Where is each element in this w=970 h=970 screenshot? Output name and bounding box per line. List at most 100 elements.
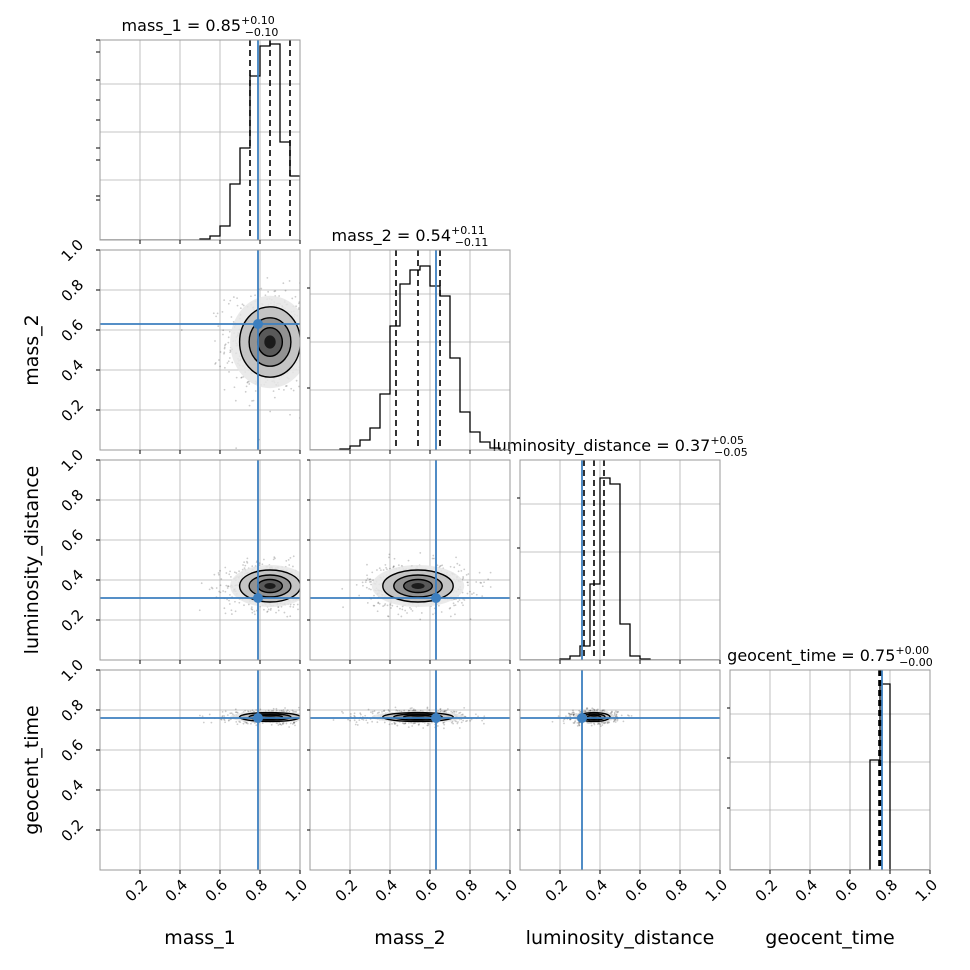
sample-point	[214, 340, 216, 342]
sample-point	[610, 711, 612, 714]
sample-point	[275, 709, 278, 712]
sample-point	[219, 569, 221, 572]
sample-point	[307, 352, 309, 354]
sample-point	[221, 310, 224, 313]
sample-point	[378, 567, 381, 570]
sample-point	[397, 613, 400, 616]
sample-point	[228, 330, 231, 333]
sample-point	[569, 715, 572, 718]
sample-point	[269, 410, 272, 413]
sample-point	[278, 388, 280, 391]
sample-point	[453, 604, 455, 607]
sample-point	[303, 361, 305, 363]
sample-point	[250, 722, 252, 725]
sample-point	[313, 719, 315, 721]
sample-point	[472, 592, 475, 594]
sample-point	[467, 573, 470, 575]
sample-point	[247, 710, 249, 713]
sample-point	[330, 360, 332, 362]
sample-point	[341, 710, 343, 713]
sample-point	[563, 722, 565, 725]
sample-point	[376, 569, 378, 571]
sample-point	[217, 325, 220, 328]
sample-point	[303, 340, 305, 342]
sample-point	[306, 569, 308, 571]
sample-point	[295, 710, 298, 713]
sample-point	[305, 719, 307, 721]
sample-point	[452, 710, 455, 713]
y-tick-label: 0.6	[58, 526, 88, 556]
sample-point	[370, 583, 372, 586]
sample-point	[306, 333, 308, 335]
panel-mass_2-vs-luminosity_distance	[307, 459, 511, 664]
sample-point	[227, 360, 230, 363]
sample-point	[304, 338, 306, 340]
sample-point	[291, 723, 294, 725]
sample-point	[305, 589, 307, 591]
sample-point	[210, 721, 213, 724]
sample-point	[230, 609, 233, 612]
sample-point	[590, 724, 593, 727]
contour-line-0	[382, 569, 454, 603]
sample-point	[400, 564, 403, 567]
x-tick-label: 0.2	[542, 876, 572, 906]
sample-point	[467, 581, 469, 584]
sample-point	[306, 369, 308, 371]
sample-point	[433, 557, 435, 560]
sample-point	[570, 713, 573, 716]
sample-point	[273, 396, 276, 399]
sample-point	[412, 709, 415, 712]
x-tick-label: 0.2	[752, 876, 782, 906]
sample-point	[466, 592, 469, 595]
histogram-step-luminosity_distance	[520, 477, 720, 660]
sample-point	[235, 572, 238, 574]
sample-point	[224, 344, 226, 347]
sample-point	[585, 708, 588, 711]
sample-point	[244, 390, 247, 393]
sample-point	[401, 722, 404, 725]
sample-point	[291, 297, 294, 300]
x-tick-label: 0.4	[162, 876, 192, 906]
y-tick-label: 0.6	[58, 736, 88, 766]
y-tick-label: 0.6	[58, 316, 88, 346]
sample-point	[365, 579, 368, 582]
sample-point	[236, 723, 239, 726]
x-tick-label: 0.6	[832, 876, 862, 906]
panel-luminosity_distance-vs-geocent_time: 0.2 0.4 0.6 0.8 1.0	[517, 669, 731, 906]
sample-point	[270, 607, 272, 610]
sample-point	[470, 718, 473, 721]
sample-point	[223, 719, 226, 722]
truth-marker	[431, 713, 441, 723]
y-tick-label: 1.0	[58, 656, 88, 686]
sample-point	[313, 712, 315, 714]
sample-point	[569, 713, 572, 716]
sample-point	[233, 386, 236, 389]
sample-point	[217, 572, 220, 574]
sample-point	[282, 709, 285, 712]
sample-point	[307, 577, 309, 579]
sample-point	[273, 556, 276, 559]
sample-point	[449, 615, 452, 618]
sample-point	[463, 706, 466, 709]
sample-point	[419, 618, 422, 621]
sample-point	[366, 577, 369, 580]
sample-point	[369, 588, 372, 591]
sample-point	[285, 384, 288, 387]
sample-point	[313, 587, 315, 589]
sample-point	[214, 363, 216, 365]
x-tick-label: 0.4	[582, 876, 612, 906]
sample-point	[288, 564, 291, 566]
sample-point	[391, 723, 393, 725]
sample-point	[601, 724, 604, 726]
sample-point	[446, 708, 449, 710]
sample-point	[341, 587, 344, 590]
sample-point	[396, 709, 399, 712]
sample-point	[565, 715, 567, 718]
sample-point	[272, 390, 275, 393]
sample-point	[465, 573, 468, 576]
panel-geocent_time-hist: 0.2 0.4 0.6 0.8 1.0	[727, 669, 941, 906]
sample-point	[583, 710, 585, 713]
sample-point	[358, 594, 361, 597]
sample-point	[426, 724, 429, 727]
sample-point	[366, 602, 369, 604]
